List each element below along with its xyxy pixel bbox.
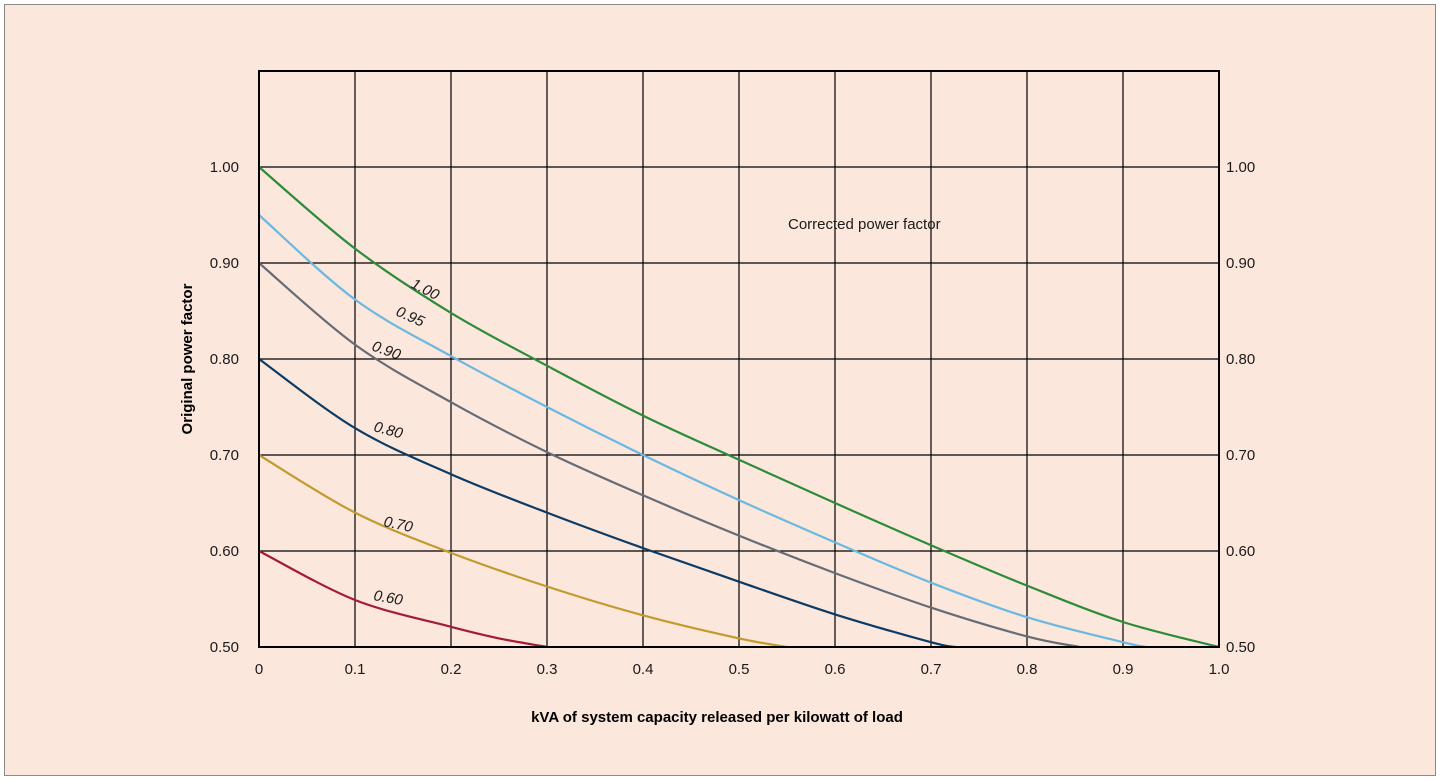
curve-label: 0.90 <box>370 338 404 364</box>
curve-0-80 <box>258 358 956 649</box>
curve-labels: 1.000.950.900.800.700.60 <box>370 275 443 609</box>
x-axis-ticks: 0 0.1 0.2 0.3 0.4 0.5 0.6 0.7 0.8 0.9 1.0 <box>255 661 1230 678</box>
y-tick-label-right: 0.90 <box>1226 255 1255 272</box>
curve-0-95 <box>258 214 1148 649</box>
x-tick-label: 0.8 <box>1017 661 1038 678</box>
power-factor-chart: 1.000.950.900.800.700.60 0 0.1 0.2 0.3 0.4 0.… <box>179 70 1255 726</box>
y-tick-label-right: 0.70 <box>1226 447 1255 464</box>
x-tick-label: 0.5 <box>729 661 750 678</box>
y-tick-label-right: 0.60 <box>1226 543 1255 560</box>
y-tick-label-left: 0.80 <box>210 351 239 368</box>
x-tick-label: 0 <box>255 661 263 678</box>
curve-0-60 <box>258 550 548 649</box>
grid <box>258 71 1220 648</box>
curve-0-90 <box>258 262 1081 649</box>
curve-label: 0.60 <box>372 587 404 609</box>
curve-label: 1.00 <box>408 275 442 304</box>
curve-0-70 <box>258 454 788 649</box>
curve-1-00 <box>258 166 1220 649</box>
y-tick-label-left: 0.70 <box>210 447 239 464</box>
x-tick-label: 0.6 <box>825 661 846 678</box>
x-tick-label: 0.1 <box>345 661 366 678</box>
corrected-power-factor-annotation: Corrected power factor <box>788 216 941 233</box>
x-tick-label: 1.0 <box>1209 661 1230 678</box>
y-tick-label-left: 0.90 <box>210 255 239 272</box>
y-axis-right-ticks: 0.50 0.60 0.70 0.80 0.90 1.00 <box>1226 159 1255 656</box>
x-tick-label: 0.3 <box>537 661 558 678</box>
x-axis-label: kVA of system capacity released per kilo… <box>531 709 903 726</box>
y-tick-label-right: 1.00 <box>1226 159 1255 176</box>
y-axis-left-ticks: 0.50 0.60 0.70 0.80 0.90 1.00 <box>210 159 239 656</box>
y-tick-label-left: 0.50 <box>210 639 239 656</box>
x-tick-label: 0.9 <box>1113 661 1134 678</box>
y-tick-label-right: 0.50 <box>1226 639 1255 656</box>
x-tick-label: 0.4 <box>633 661 654 678</box>
y-tick-label-left: 0.60 <box>210 543 239 560</box>
chart-frame: 1.00 0.95 0.90 0.80 0.70 0.60 0 0.1 0.2 0.3 0.4 0.… <box>4 4 1436 776</box>
curve-label: 0.70 <box>382 513 415 536</box>
plot-border <box>258 70 1220 648</box>
x-tick-label: 0.7 <box>921 661 942 678</box>
curves <box>258 166 1220 649</box>
y-tick-label-right: 0.80 <box>1226 351 1255 368</box>
x-tick-label: 0.2 <box>441 661 462 678</box>
y-axis-label: Original power factor <box>179 283 196 434</box>
y-tick-label-left: 1.00 <box>210 159 239 176</box>
